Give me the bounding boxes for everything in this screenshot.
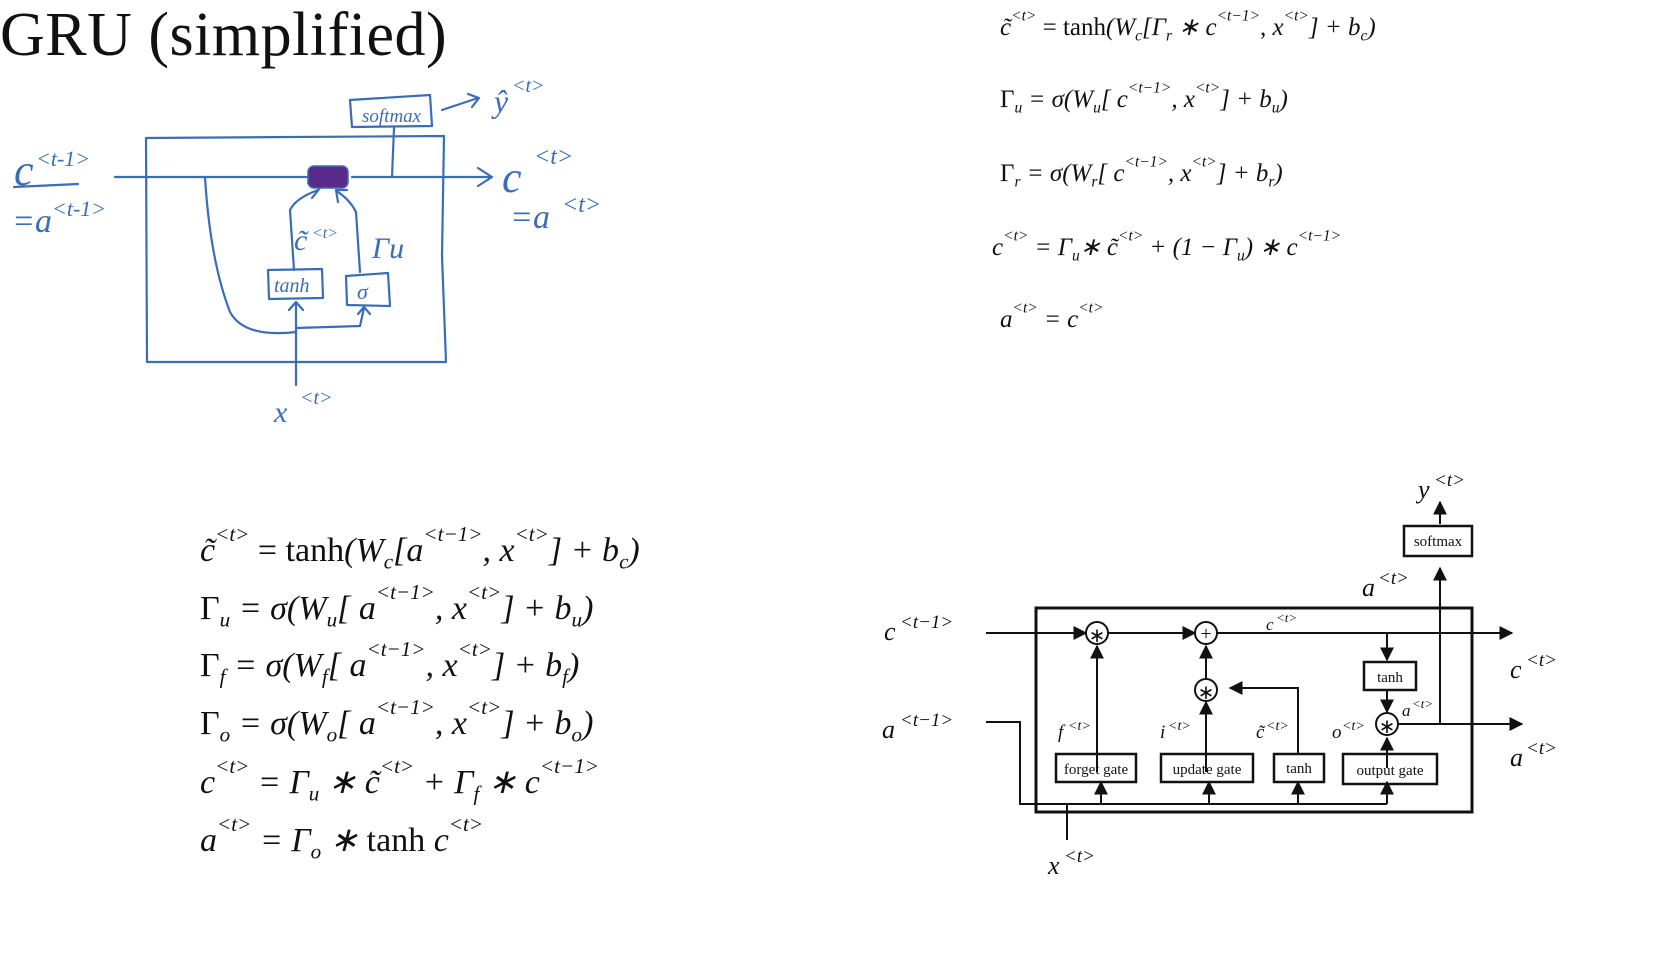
sketch-yhat-sup: <t> <box>512 80 545 97</box>
lstm-tanh-top-box <box>1362 660 1418 692</box>
lstm-forget-gate-box <box>1054 752 1138 784</box>
lstm-a-out-sup: <t> <box>1526 738 1557 759</box>
lstm-forget-gate-label: forget gate <box>1064 762 1129 778</box>
sketch-x: x <box>273 396 288 429</box>
sketch-highlight-node <box>307 165 349 189</box>
lstm-ctilde-label: c̃ <box>1256 722 1266 743</box>
lstm-eq-gamma-f: Γf = σ(Wf[ a<t−1>, x<t>] + bf) <box>200 636 580 689</box>
lstm-tanh-to-mult <box>1228 681 1299 754</box>
lstm-o-label: o <box>1332 722 1342 743</box>
lstm-diagram: ∗ + ∗ ∗ forget gate update gate tanh out… <box>882 470 1557 880</box>
sketch-c-out: c <box>502 153 522 202</box>
slide-title: GRU (simplified) <box>0 1 448 69</box>
sketch-ctilde-sup: <t> <box>312 225 338 242</box>
sketch-a-prev: =a <box>12 203 52 240</box>
lstm-y: y <box>1415 475 1430 504</box>
sketch-a-out: =a <box>510 199 550 236</box>
lstm-eq-gamma-u: Γu = σ(Wu[ a<t−1>, x<t>] + bu) <box>200 579 594 632</box>
lstm-y-sup: <t> <box>1434 470 1465 491</box>
gru-eq-gamma-r: Γr = σ(Wr[ c<t−1>, x<t>] + br) <box>1000 153 1283 191</box>
lstm-ctilde-sup: <t> <box>1266 719 1289 734</box>
lstm-a-prev-sup: <t−1> <box>900 710 953 731</box>
gru-eq-c: c<t> = Γu∗ c̃<t> + (1 − Γu) ∗ c<t−1> <box>992 227 1342 265</box>
lstm-f-label: f <box>1058 722 1066 743</box>
lstm-cell-box <box>1034 606 1474 814</box>
lstm-eq-gamma-o: Γo = σ(Wo[ a<t−1>, x<t>] + bo) <box>200 694 594 747</box>
sketch-prev-down <box>203 175 298 335</box>
lstm-a-top: a <box>1362 573 1375 602</box>
lstm-softmax-box <box>1402 524 1474 558</box>
sketch-c-underline <box>12 182 80 189</box>
lstm-update-mult-sym: ∗ <box>1198 682 1215 704</box>
lstm-tanh-gate-label: tanh <box>1286 761 1312 777</box>
lstm-i-sup: <t> <box>1168 719 1191 734</box>
lstm-eq-a: a<t> = Γo ∗ tanh c<t> <box>200 811 484 864</box>
sketch-softmax-label: softmax <box>362 106 422 127</box>
lstm-plus-node <box>1194 621 1218 645</box>
sketch-a-out-sup: <t> <box>562 192 601 218</box>
sketch-sigma-label: σ <box>357 279 369 304</box>
lstm-x-sup: <t> <box>1064 846 1095 867</box>
sketch-a-prev-sup: <t-1> <box>52 196 106 221</box>
gru-eq-a: a<t> = c<t> <box>1000 299 1104 333</box>
gru-eq-gamma-u: Γu = σ(Wu[ c<t−1>, x<t>] + bu) <box>1000 79 1288 117</box>
lstm-c-prev-sup: <t−1> <box>900 612 953 633</box>
sketch-yhat: ŷ <box>491 83 509 119</box>
lstm-forget-mult-sym: ∗ <box>1089 625 1106 647</box>
lstm-c-mid: c <box>1266 615 1274 634</box>
gru-sketch: c <t-1> =a <t-1> softmax ŷ <t> c <t> =a … <box>12 80 601 429</box>
lstm-c-out: c <box>1510 655 1522 684</box>
sketch-ctilde: c̃ <box>294 224 309 257</box>
lstm-f-sup: <t> <box>1068 719 1091 734</box>
lstm-eq-ctilde: c̃<t> = tanh(Wc[a<t−1>, x<t>] + bc) <box>200 521 640 574</box>
sketch-yhat-arrow <box>440 92 481 112</box>
lstm-a-inner-sup: <t> <box>1412 696 1433 711</box>
sketch-softmax-box <box>348 93 434 129</box>
lstm-plus-sym: + <box>1200 623 1211 645</box>
sketch-gamma-u: Γu <box>371 232 404 265</box>
lstm-tanh-gate-box <box>1272 752 1326 784</box>
lstm-a-in-line <box>986 721 1387 805</box>
lstm-output-gate-label: output gate <box>1356 763 1423 779</box>
sketch-tanh-label: tanh <box>274 275 310 297</box>
lstm-a-inner: a <box>1402 701 1411 720</box>
lstm-a-out: a <box>1510 743 1523 772</box>
sketch-c-out-sup: <t> <box>534 144 573 170</box>
lstm-c-prev: c <box>884 617 896 646</box>
lstm-softmax-label: softmax <box>1414 534 1463 550</box>
lstm-update-gate-box <box>1159 752 1255 784</box>
sketch-x-to-sigma <box>294 305 372 330</box>
sketch-softmax-feed <box>390 126 396 179</box>
sketch-tanh-box <box>266 267 325 301</box>
sketch-c-prev-sup: <t-1> <box>36 146 90 171</box>
lstm-out-mult-sym: ∗ <box>1379 716 1396 738</box>
sketch-sigma-box <box>344 271 392 308</box>
lstm-tanh-top-label: tanh <box>1377 670 1403 686</box>
lstm-a-top-sup: <t> <box>1378 568 1409 589</box>
lstm-forget-mult-node <box>1085 621 1109 645</box>
sketch-x-sup: <t> <box>300 387 333 409</box>
lstm-update-mult-node <box>1194 678 1218 702</box>
lstm-o-sup: <t> <box>1342 719 1365 734</box>
lstm-c-mid-sup: <t> <box>1276 610 1297 625</box>
sketch-gamma-line <box>334 188 362 274</box>
sketch-x-input <box>287 300 305 387</box>
lstm-a-prev: a <box>882 715 895 744</box>
lstm-out-mult-node <box>1375 712 1399 736</box>
lstm-eq-c: c<t> = Γu ∗ c̃<t> + Γf ∗ c<t−1> <box>200 753 599 806</box>
lstm-i-label: i <box>1160 722 1165 743</box>
lstm-x: x <box>1047 851 1060 880</box>
sketch-c-prev: c <box>14 146 34 195</box>
lstm-c-out-sup: <t> <box>1526 650 1557 671</box>
lstm-update-gate-label: update gate <box>1173 762 1242 778</box>
sketch-out-arrowhead <box>476 166 494 188</box>
lstm-output-gate-box <box>1341 752 1439 786</box>
gru-eq-ctilde: c̃<t> = tanh(Wc[Γr ∗ c<t−1>, x<t>] + bc) <box>1000 7 1376 45</box>
